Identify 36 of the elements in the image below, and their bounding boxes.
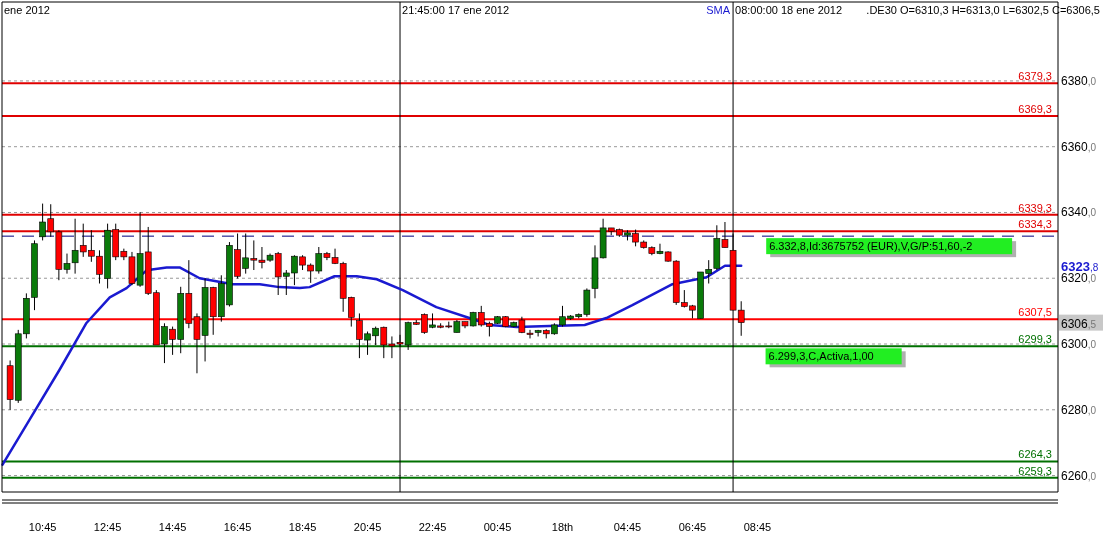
y-tick-label: 6300,0 [1061,337,1097,352]
annotation: ene 2012 [4,4,50,16]
y-tick-label: 6280,0 [1061,402,1097,417]
x-tick-label: 18:45 [288,521,317,533]
ref-line-label: 6339,3 [1018,201,1052,214]
y-tick-label: 6380,0 [1061,73,1097,88]
x-tick-label: 04:45 [613,521,642,533]
ref-line-label: 6.332,8,Id:3675752 (EUR),V,G/P:51,60,-2 [769,240,973,253]
ref-line-label: 6379,3 [1018,70,1052,83]
x-tick-label: 18th [551,521,574,533]
annotation: 6306,5 [1061,316,1097,331]
ref-line-label: 6334,3 [1018,218,1052,231]
y-tick-label: 6260,0 [1061,468,1097,483]
ref-line-label: 08:00:00 18 ene 2012 [735,4,843,16]
text: 6323,8 [1061,258,1099,274]
annotation: 6.299,3,C,Activa,1,00 [768,350,874,363]
x-tick-label: 00:45 [483,521,512,533]
x-tick-label: 06:45 [678,521,707,533]
ref-line-label: 21:45:00 17 ene 2012 [402,4,510,16]
ref-line-label: 6259,3 [1018,464,1052,477]
chart-title: .DE30 O=6310,3 H=6313,0 L=6302,5 C=6306,5 [866,4,1100,16]
ref-line-label: 6307,5 [1018,306,1052,319]
text: SMA [706,4,731,16]
ref-line-label: 6299,3 [1018,333,1052,346]
ref-line-label: 6369,3 [1018,103,1052,116]
x-tick-label: 16:45 [223,521,252,533]
x-tick-label: 20:45 [353,521,382,533]
y-tick-label: 6340,0 [1061,205,1097,220]
y-tick-label: 6360,0 [1061,139,1097,154]
x-tick-label: 12:45 [93,521,122,533]
x-tick-label: 08:45 [743,521,772,533]
x-tick-label: 10:45 [28,521,57,533]
y-tick-label: 6320,0 [1061,271,1097,286]
ref-line-label: 6264,3 [1018,448,1052,461]
x-tick-label: 22:45 [418,521,447,533]
x-tick-label: 14:45 [158,521,187,533]
